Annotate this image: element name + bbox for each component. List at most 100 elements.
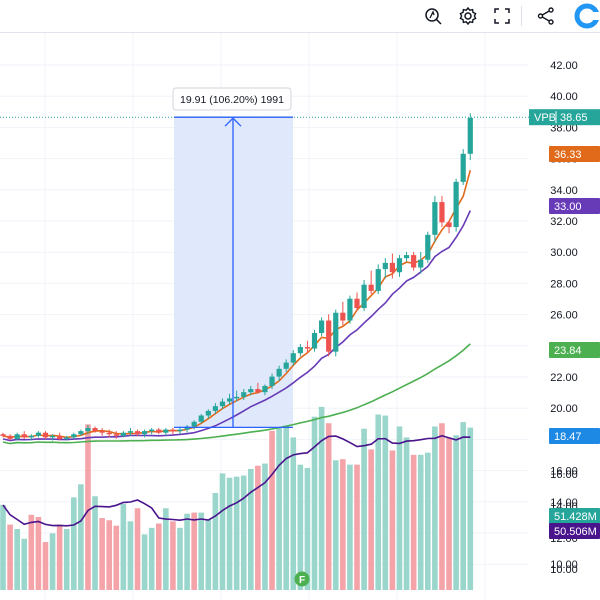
volume-bar [233, 476, 240, 590]
ma-slow-tag[interactable]: 23.84 [549, 342, 600, 358]
candle-body[interactable] [396, 258, 403, 273]
volume-bar [99, 518, 105, 590]
candle-body[interactable] [411, 255, 417, 268]
price-chart[interactable]: 19.91 (106.20%) 1991 F [0, 33, 600, 600]
volume-a-tag[interactable]: 51.428M [549, 508, 600, 524]
candle-body[interactable] [425, 234, 431, 260]
candle-body[interactable] [276, 368, 282, 377]
candle-body[interactable] [467, 117, 473, 154]
candle-body[interactable] [234, 396, 240, 399]
candle-body[interactable] [403, 255, 410, 259]
candle-body[interactable] [134, 431, 141, 435]
candle-body[interactable] [170, 429, 176, 432]
candle-body[interactable] [290, 353, 296, 363]
candle-body[interactable] [241, 392, 247, 397]
candle-body[interactable] [57, 435, 63, 439]
candle-body[interactable] [149, 429, 155, 432]
candle-body[interactable] [212, 406, 218, 411]
candle-body[interactable] [106, 432, 112, 435]
candle-body[interactable] [326, 320, 332, 352]
candle-body[interactable] [92, 428, 98, 432]
candle-body[interactable] [453, 181, 459, 228]
settings-gear-icon[interactable] [455, 3, 481, 29]
candle-body[interactable] [319, 320, 325, 333]
fullscreen-icon[interactable] [489, 3, 515, 29]
candle-body[interactable] [71, 434, 77, 438]
candle-body[interactable] [49, 435, 56, 438]
volume-bar [425, 452, 431, 590]
candle-body[interactable] [120, 432, 126, 436]
marker-tag-bg [549, 428, 600, 444]
candle-body[interactable] [198, 415, 204, 422]
candle-body[interactable] [248, 389, 254, 393]
top-toolbar [0, 0, 600, 33]
candle-body[interactable] [389, 262, 395, 273]
marker-tag[interactable]: 18.47 [549, 428, 600, 444]
price-axis-panel[interactable] [529, 33, 600, 600]
candle-body[interactable] [382, 262, 388, 270]
candlesticks[interactable] [0, 113, 473, 441]
event-marker-label: F [299, 575, 305, 586]
volume-b-tag-text: 50.506M [554, 526, 597, 538]
candle-body[interactable] [361, 284, 367, 309]
measure-tool[interactable]: 19.91 (106.20%) 1991 [172, 87, 293, 429]
candle-body[interactable] [64, 437, 70, 439]
candle-body[interactable] [460, 153, 466, 182]
candle-body[interactable] [21, 434, 27, 438]
candle-body[interactable] [283, 362, 289, 369]
candle-body[interactable] [7, 435, 13, 439]
candle-body[interactable] [304, 346, 311, 349]
candle-body[interactable] [297, 346, 303, 354]
candle-body[interactable] [14, 434, 20, 439]
volume-axis-label: 10.00 [550, 564, 578, 576]
candle-body[interactable] [432, 202, 438, 235]
ma-mid-tag[interactable]: 33.00 [549, 198, 600, 214]
candle-body[interactable] [262, 385, 268, 393]
candle-body[interactable] [156, 429, 162, 433]
event-marker-circle[interactable] [294, 571, 310, 587]
volume-bar [432, 426, 438, 590]
candle-body[interactable] [28, 435, 34, 438]
volume-bar [297, 464, 304, 590]
share-icon[interactable] [533, 3, 559, 29]
last-price-tag-bg [529, 109, 600, 126]
candle-body[interactable] [142, 431, 148, 435]
volume-bar [417, 454, 424, 590]
candle-body[interactable] [311, 332, 318, 349]
event-marker[interactable]: F [294, 571, 310, 587]
candle-body[interactable] [333, 312, 339, 352]
candle-body[interactable] [99, 431, 105, 433]
candle-body[interactable] [219, 401, 226, 407]
candle-body[interactable] [205, 410, 211, 416]
candle-body[interactable] [113, 434, 119, 436]
candle-body[interactable] [35, 432, 41, 436]
candle-body[interactable] [439, 202, 445, 223]
candle-body[interactable] [226, 398, 233, 402]
candle-body[interactable] [177, 429, 183, 432]
candle-body[interactable] [0, 434, 6, 436]
candle-body[interactable] [375, 269, 381, 291]
candle-body[interactable] [127, 431, 134, 433]
candle-body[interactable] [78, 431, 84, 435]
candle-body[interactable] [340, 312, 346, 321]
quick-search-icon[interactable] [421, 3, 447, 29]
price-axis-label: 30.00 [550, 247, 578, 259]
candle-body[interactable] [347, 298, 353, 321]
ma-fast-tag[interactable]: 36.33 [549, 146, 600, 162]
ma-slow-tag-bg [549, 342, 600, 358]
candle-body[interactable] [191, 421, 197, 427]
volume-bar [240, 475, 247, 590]
brand-logo-icon[interactable] [574, 3, 600, 29]
candle-body[interactable] [163, 429, 169, 433]
price-axis[interactable]: 42.0040.0038.0036.0034.0032.0030.0028.00… [529, 33, 600, 600]
candle-body[interactable] [368, 284, 374, 291]
candle-body[interactable] [446, 222, 452, 228]
candle-body[interactable] [85, 428, 91, 432]
candle-body[interactable] [418, 259, 424, 268]
candle-body[interactable] [354, 298, 360, 309]
candle-body[interactable] [255, 389, 261, 393]
candle-body[interactable] [269, 376, 275, 386]
volume-b-tag[interactable]: 50.506M [549, 523, 600, 539]
candle-body[interactable] [42, 432, 49, 438]
last-price-tag[interactable]: VPB 38.65 [529, 109, 600, 126]
